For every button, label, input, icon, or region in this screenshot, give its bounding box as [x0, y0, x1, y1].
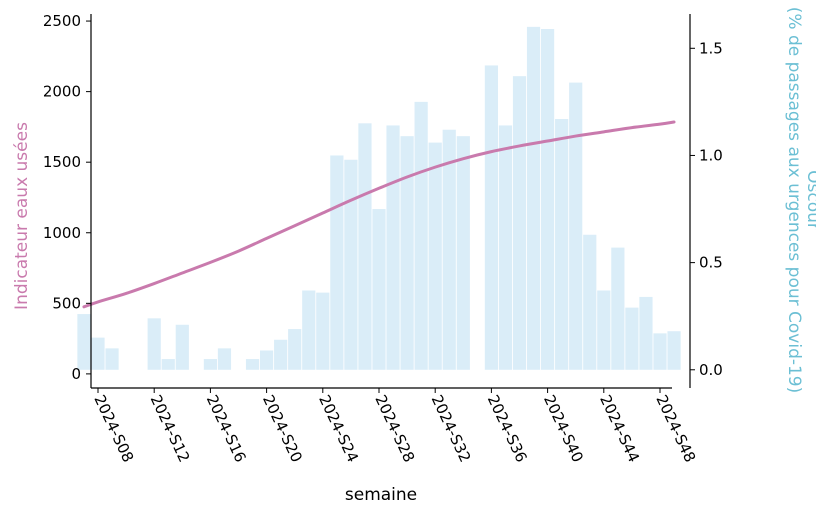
line-series-wastewater — [82, 120, 676, 309]
bar — [260, 350, 274, 370]
bar — [274, 339, 288, 370]
bar — [91, 337, 105, 370]
bar — [526, 26, 541, 370]
bar-series-oscour — [77, 26, 681, 370]
bar — [344, 159, 358, 370]
bar — [625, 307, 639, 370]
bar — [667, 331, 681, 370]
bar — [428, 142, 442, 370]
bar — [484, 65, 498, 370]
wastewater-line — [82, 120, 676, 309]
y-right-tick-label: 1.0 — [699, 146, 723, 164]
bar — [302, 290, 316, 370]
bar — [583, 234, 597, 370]
bar — [77, 314, 91, 370]
x-tick-label: 2024-S44 — [596, 392, 643, 465]
x-tick-label: 2024-S48 — [652, 392, 699, 465]
y-left-tick-label: 1000 — [43, 224, 81, 242]
bar — [245, 359, 260, 370]
y-left-tick-label: 500 — [52, 294, 81, 312]
y-left-tick-label: 2500 — [43, 12, 81, 30]
x-tick-label: 2024-S36 — [484, 392, 531, 465]
bar — [498, 125, 513, 370]
bar — [541, 29, 555, 370]
y-left-tick-label: 0 — [71, 365, 81, 383]
bar — [400, 136, 414, 370]
y-right-axis-title-line1: Oscour — [803, 170, 816, 230]
x-tick-label: 2024-S12 — [147, 392, 194, 465]
y-right-tick-label: 0.0 — [699, 361, 723, 379]
bar — [414, 101, 428, 370]
y-right-tick-label: 0.5 — [699, 254, 723, 272]
labels: semaine Indicateur eaux usées Oscour (% … — [12, 7, 816, 505]
y-right-axis-title-line2: (% de passages aux urgences pour Covid-1… — [784, 7, 804, 394]
bar — [569, 82, 583, 370]
bar — [372, 209, 386, 370]
bar — [597, 290, 611, 370]
bar — [203, 359, 217, 370]
bar — [653, 333, 667, 370]
bar — [555, 119, 569, 370]
x-tick-label: 2024-S08 — [90, 392, 137, 465]
x-tick-label: 2024-S24 — [315, 392, 362, 465]
y-right-tick-label: 1.5 — [699, 39, 723, 57]
bar — [639, 296, 653, 370]
bar — [456, 136, 470, 370]
y-left-tick-label: 1500 — [43, 153, 81, 171]
bar — [217, 348, 232, 370]
bar — [442, 129, 456, 370]
bar — [386, 125, 400, 370]
x-tick-label: 2024-S40 — [540, 392, 587, 465]
y-left-axis-title: Indicateur eaux usées — [12, 122, 32, 310]
x-tick-label: 2024-S28 — [371, 392, 418, 465]
x-tick-label: 2024-S20 — [259, 392, 306, 465]
y-left-tick-label: 2000 — [43, 83, 81, 101]
bar — [611, 247, 625, 370]
bar — [358, 123, 372, 370]
bar — [288, 329, 302, 370]
bar — [330, 155, 344, 370]
x-tick-label: 2024-S16 — [203, 392, 250, 465]
bar — [105, 348, 119, 370]
x-axis-title: semaine — [345, 485, 417, 505]
bar — [316, 292, 330, 370]
bar — [175, 324, 189, 370]
bar — [512, 76, 527, 370]
bar — [147, 318, 161, 370]
bar — [161, 359, 175, 370]
x-tick-label: 2024-S32 — [428, 392, 475, 465]
